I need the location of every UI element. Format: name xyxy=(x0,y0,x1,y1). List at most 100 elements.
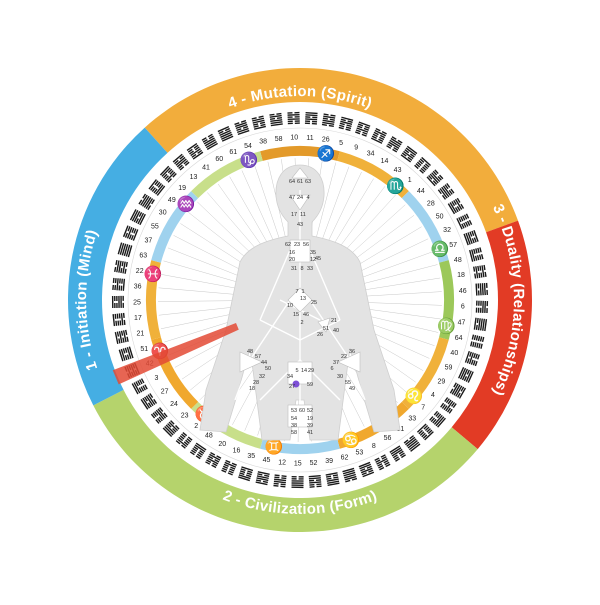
spoke xyxy=(158,306,239,316)
bodygraph-gate-number: 11 xyxy=(300,212,306,218)
hexagram xyxy=(114,259,128,274)
bodygraph-gate-number: 59 xyxy=(307,382,313,388)
bodygraph-gate-number: 1 xyxy=(301,289,304,295)
spoke xyxy=(359,264,438,285)
hexagram xyxy=(273,474,287,488)
hexagram xyxy=(429,410,446,428)
quarter-segment xyxy=(144,68,519,233)
bodygraph-gate-number: 63 xyxy=(305,179,311,185)
hexagram xyxy=(129,209,146,226)
hexagram xyxy=(463,230,479,246)
hexagram xyxy=(458,367,474,383)
hexagram xyxy=(291,476,304,489)
hexagram xyxy=(321,113,336,128)
bodygraph-gate-number: 61 xyxy=(297,179,303,185)
gate-number: 11 xyxy=(306,135,313,142)
hexagram xyxy=(386,136,403,153)
hexagram xyxy=(342,467,358,483)
bodygraph-gate-number: 52 xyxy=(307,408,313,414)
gate-number: 57 xyxy=(449,242,457,249)
gate-number: 17 xyxy=(134,315,142,322)
gate-number: 45 xyxy=(263,457,271,464)
bodygraph-gate-number: 4 xyxy=(306,195,309,201)
gate-number: 39 xyxy=(325,458,333,465)
bodygraph-gate-number: 24 xyxy=(297,195,303,201)
spoke xyxy=(188,212,252,262)
hexagram xyxy=(251,115,267,130)
quarter-ring xyxy=(68,68,532,532)
spoke xyxy=(160,273,240,289)
gate-number: 49 xyxy=(168,197,176,204)
spoke xyxy=(180,223,248,267)
throat-center xyxy=(289,239,311,263)
hexagram xyxy=(159,165,177,183)
bodygraph-gate-number: 5 xyxy=(295,368,298,374)
hexagram xyxy=(400,145,418,163)
bodygraph-gate-number: 28 xyxy=(253,380,259,386)
channel-line xyxy=(309,249,341,321)
spoke xyxy=(315,162,337,241)
spoke xyxy=(241,170,275,244)
hexagram xyxy=(449,382,467,399)
channel-line xyxy=(259,249,291,321)
gate-number: 43 xyxy=(394,167,402,174)
spoke xyxy=(349,215,415,264)
gate-number: 41 xyxy=(202,164,210,171)
hexagram xyxy=(440,397,457,414)
bodygraph-gate-number: 12 xyxy=(310,257,316,263)
gate-number: 44 xyxy=(417,188,425,195)
hexagram xyxy=(189,442,207,460)
hexagram xyxy=(447,197,465,215)
quarter-segment xyxy=(451,220,532,450)
highlight-gate-42 xyxy=(112,322,239,385)
gate-number: 3 xyxy=(155,375,159,382)
hexagram xyxy=(255,471,270,486)
hexagram xyxy=(437,183,455,200)
gate-number: 34 xyxy=(367,151,375,158)
zodiac-segment xyxy=(191,151,263,199)
hexagram xyxy=(162,420,180,438)
hexagram xyxy=(112,312,126,327)
bodygraph-gate-number: 40 xyxy=(333,328,339,334)
gate-number: 12 xyxy=(278,460,286,467)
bodygraph-gate-number: 41 xyxy=(307,430,313,436)
gate-number: 38 xyxy=(259,139,267,146)
gate-number: 51 xyxy=(140,346,148,353)
head-center xyxy=(291,167,309,179)
channel-line xyxy=(299,319,341,341)
spoke xyxy=(361,308,441,320)
hexagram xyxy=(473,264,487,279)
bodygraph-gate-number: 14 xyxy=(301,368,307,374)
gate-number: 61 xyxy=(229,149,237,156)
gate-number: 48 xyxy=(205,433,213,440)
bodygraph-gate-number: 44 xyxy=(261,360,267,366)
bodygraph-gate-number: 19 xyxy=(307,416,313,422)
hexagram xyxy=(426,169,444,187)
spoke xyxy=(361,302,442,306)
bodygraph-gate-number: 21 xyxy=(331,318,337,324)
hexagram xyxy=(201,133,218,150)
gate-number: 33 xyxy=(408,416,416,423)
spoke xyxy=(254,165,281,242)
spoke xyxy=(361,277,441,291)
channel-line xyxy=(249,299,291,361)
spoke xyxy=(229,176,270,247)
hexagram xyxy=(374,454,391,471)
hexagram xyxy=(140,393,158,410)
hexagram xyxy=(131,378,148,395)
bodygraph-gate-number: 32 xyxy=(259,374,265,380)
gate-number: 10 xyxy=(290,135,298,142)
zodiac-segment xyxy=(337,151,409,199)
bodygraph-gate-number: 46 xyxy=(303,312,309,318)
bodygraph-gate-number: 10 xyxy=(287,303,293,309)
hexagram xyxy=(238,466,254,482)
gate-number: 21 xyxy=(136,331,144,338)
hexagram xyxy=(325,472,340,487)
zodiac-segment xyxy=(146,260,161,340)
bodygraph-gate-number: 53 xyxy=(291,408,297,414)
zodiac-glyph: ♒ xyxy=(177,195,196,213)
bodygraph-gate-number: 31 xyxy=(291,266,297,272)
bodygraph-gate-number: 22 xyxy=(341,354,347,360)
root-center xyxy=(287,404,313,428)
